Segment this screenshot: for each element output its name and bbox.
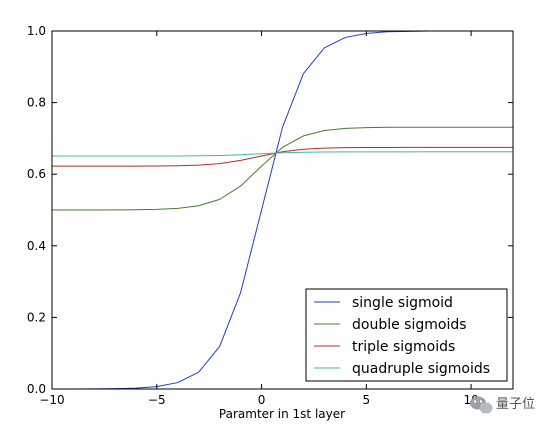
chart-legend: single sigmoid double sigmoids triple sigm… [305,288,508,382]
legend-label: triple sigmoids [352,339,455,355]
y-axis-ticks: 0.0 0.2 0.4 0.6 0.8 1.0 [27,24,513,396]
wechat-icon [470,396,493,414]
legend-items: single sigmoid double sigmoids triple sigm… [314,295,490,377]
x-tick-label: −10 [39,393,64,407]
legend-label: double sigmoids [352,317,467,333]
x-tick-label: 5 [362,393,370,407]
y-tick-label: 0.6 [27,167,46,181]
y-tick-label: 0.2 [27,310,46,324]
x-axis-label: Paramter in 1st layer [219,407,345,421]
y-tick-label: 1.0 [27,24,46,38]
series-layer [52,31,513,389]
legend-box [305,288,508,382]
plot-frame [51,30,514,390]
series-line-1 [52,31,513,389]
series-line-2 [52,126,513,211]
legend-label: single sigmoid [352,295,453,311]
y-tick-label: 0.4 [27,239,46,253]
watermark: 量子位 [470,396,535,414]
series-line-4 [52,151,513,157]
watermark-text: 量子位 [496,397,535,412]
legend-label: quadruple sigmoids [352,361,490,377]
series-line-3 [52,146,513,167]
x-tick-label: −5 [148,393,166,407]
y-tick-label: 0.8 [27,96,46,110]
x-axis-ticks: −10−50510 [39,31,479,407]
x-tick-label: 0 [258,393,266,407]
y-tick-label: 0.0 [27,382,46,396]
